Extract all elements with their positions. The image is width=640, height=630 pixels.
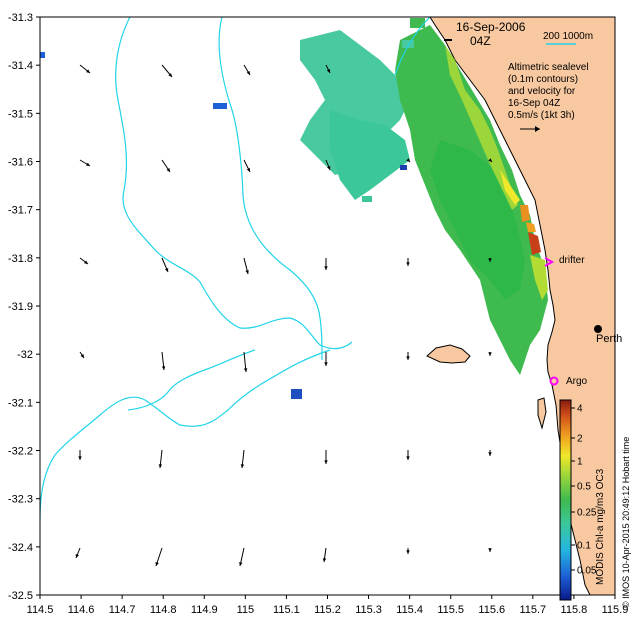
velocity-arrowhead: [84, 260, 88, 264]
y-tick-label: -32: [17, 349, 33, 361]
x-tick-label: 114.8: [150, 604, 177, 616]
velocity-arrowhead: [245, 270, 249, 274]
colorbar-tick-label: 0.05: [577, 566, 597, 577]
velocity-arrowhead: [246, 168, 250, 172]
legend-arrowhead: [535, 126, 540, 132]
map-date: 16-Sep-2006: [456, 20, 526, 34]
velocity-arrowhead: [80, 354, 84, 358]
y-tick-label: -31.8: [8, 253, 33, 265]
y-axis: -31.3 -31.4 -31.5 -31.6 -31.7 -31.8 -31.9 -32 -3…: [8, 12, 40, 602]
x-tick-label: 115.4: [396, 604, 423, 616]
colorbar-ticks: 4 2 1 0.5 0.25 0.1 0.05: [571, 404, 597, 577]
velocity-arrowhead: [324, 460, 328, 464]
velocity-arrows: [75, 64, 493, 567]
velocity-arrowhead: [239, 562, 243, 566]
velocity-arrowhead: [488, 158, 492, 162]
y-tick-label: -32.3: [8, 494, 33, 506]
x-tick-label: 114.7: [109, 604, 136, 616]
colorbar-title: MODIS Chl-a mg/m3 OC3: [595, 468, 606, 585]
velocity-arrowhead: [166, 168, 170, 172]
credit-text: © IMOS 10-Apr-2015 20:49:12 Hobart time: [621, 437, 631, 608]
colorbar-tick-label: 0.25: [577, 508, 597, 519]
drifter-track: [544, 257, 555, 267]
x-tick-label: 115.9: [602, 604, 629, 616]
velocity-arrowhead: [326, 69, 330, 73]
colorbar-tick-label: 0.1: [577, 541, 591, 552]
x-tick-label: 115.2: [314, 604, 341, 616]
colorbar-tick-label: 2: [577, 434, 583, 445]
velocity-arrowhead: [327, 166, 331, 170]
colorbar-tick-label: 1: [577, 457, 583, 468]
y-tick-label: -32.4: [8, 542, 33, 554]
legend-line-5: 0.5m/s (1kt 3h): [508, 110, 575, 121]
chlorophyll-field: [40, 18, 548, 399]
x-tick-label: 114.6: [68, 604, 95, 616]
x-tick-label: 115.7: [519, 604, 546, 616]
x-tick-label: 115.5: [437, 604, 464, 616]
legend-line-1: Altimetric sealevel: [508, 62, 589, 73]
x-tick-label: 115.1: [273, 604, 300, 616]
velocity-arrowhead: [246, 71, 250, 75]
velocity-arrowhead: [243, 368, 248, 372]
argo-label: Argo: [566, 376, 588, 387]
velocity-arrowhead: [78, 456, 82, 460]
velocity-arrowhead: [488, 258, 492, 262]
velocity-arrowhead: [488, 452, 492, 456]
velocity-arrowhead: [164, 268, 169, 272]
velocity-arrowhead: [324, 266, 328, 270]
perth-marker: [594, 325, 602, 333]
x-tick-label: 114.5: [27, 604, 54, 616]
y-tick-label: -31.4: [8, 60, 33, 72]
y-tick-label: -31.5: [8, 108, 33, 120]
drifter-label: drifter: [559, 255, 585, 266]
map-legend: Altimetric sealevel (0.1m contours) and …: [508, 62, 589, 132]
x-tick-label: 115.3: [355, 604, 382, 616]
velocity-arrowhead: [406, 356, 410, 360]
velocity-arrowhead: [488, 352, 492, 356]
y-tick-label: -32.2: [8, 446, 33, 458]
rottnest-island: [426, 344, 471, 364]
velocity-arrowhead: [322, 558, 327, 562]
velocity-arrowhead: [75, 554, 79, 558]
y-tick-label: -31.7: [8, 205, 33, 217]
velocity-arrowhead: [488, 548, 492, 552]
map-time: 04Z: [470, 34, 491, 48]
y-tick-label: -31.3: [8, 12, 33, 24]
argo-marker: [549, 376, 559, 386]
velocity-arrowhead: [406, 158, 410, 162]
legend-line-2: (0.1m contours): [508, 74, 578, 85]
legend-line-3: and velocity for: [508, 86, 576, 97]
y-tick-label: -32.5: [8, 590, 33, 602]
x-tick-label: 115: [237, 604, 255, 616]
x-axis: 114.5 114.6 114.7 114.8 114.9 115 115.1 115.2 11…: [27, 595, 629, 616]
velocity-arrowhead: [86, 69, 90, 73]
velocity-arrowhead: [406, 262, 410, 266]
sealevel-contours: [40, 17, 431, 521]
velocity-arrowhead: [168, 73, 172, 77]
x-tick-label: 114.9: [191, 604, 218, 616]
garden-island: [537, 397, 547, 430]
y-tick-label: -31.9: [8, 301, 33, 313]
legend-line-4: 16-Sep 04Z: [508, 98, 560, 109]
velocity-arrowhead: [155, 562, 159, 566]
x-tick-label: 115.6: [478, 604, 505, 616]
y-tick-label: -32.1: [8, 397, 33, 409]
velocity-arrowhead: [324, 362, 328, 366]
scale-label: 200 1000m: [543, 31, 593, 42]
velocity-arrowhead: [406, 456, 410, 460]
y-tick-label: -31.6: [8, 157, 33, 169]
colorbar: [559, 399, 572, 601]
x-tick-label: 115.8: [561, 604, 588, 616]
velocity-arrowhead: [406, 550, 410, 554]
colorbar-tick-label: 0.5: [577, 482, 591, 493]
velocity-arrowhead: [240, 464, 245, 468]
velocity-arrowhead: [158, 464, 163, 468]
velocity-arrowhead: [161, 366, 166, 370]
colorbar-tick-label: 4: [577, 404, 583, 415]
velocity-arrowhead: [86, 162, 90, 166]
perth-label: Perth: [596, 333, 622, 345]
